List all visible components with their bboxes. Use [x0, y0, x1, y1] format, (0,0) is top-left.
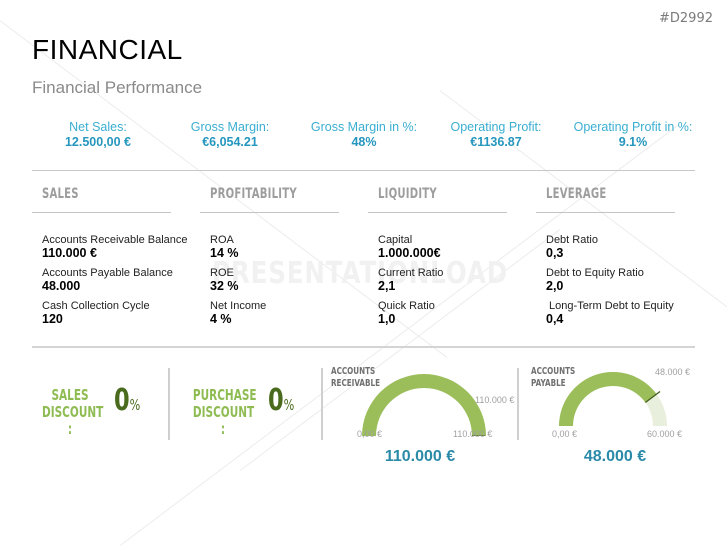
metric-label: ROE	[210, 267, 234, 279]
metric-label: Long-Term Debt to Equity	[546, 300, 674, 312]
page-title: FINANCIAL	[32, 34, 183, 65]
section-title-sales: SALES	[42, 186, 79, 202]
gauge-title-line: RECEIVABLE	[331, 378, 380, 389]
gauge-receivable-chart	[362, 374, 486, 436]
section-underline	[200, 212, 339, 213]
metric-value: 0,3	[546, 246, 564, 260]
gauge-title-line: ACCOUNTS	[331, 366, 376, 377]
metric-label: Capital	[378, 234, 413, 246]
kpi-net-sales: Net Sales: 12.500,00 €	[48, 120, 148, 150]
kpi-label: Net Sales:	[69, 120, 127, 134]
discount-number: 0	[268, 383, 284, 418]
metric-label: Debt Ratio	[546, 234, 598, 246]
metric-label: Accounts Receivable Balance	[42, 234, 188, 246]
metric-value: 48.000	[42, 279, 81, 293]
metric-value: 2,1	[378, 279, 396, 293]
kpi-value: €6,054.21	[202, 135, 258, 149]
gauge-fill-arc	[559, 372, 657, 426]
metric-value: 0,4	[546, 312, 564, 326]
gauge-receivable-title: ACCOUNTS RECEIVABLE	[331, 366, 380, 390]
kpi-label: Operating Profit:	[450, 120, 542, 134]
vertical-divider	[168, 368, 170, 440]
gauge-receivable-marker-label: 110.000 €	[475, 395, 515, 405]
vertical-divider	[321, 368, 323, 440]
metric-debt-ratio: Debt Ratio 0,3	[546, 234, 598, 260]
kpi-label: Gross Margin:	[190, 120, 270, 134]
label-line: DISCOUNT :	[192, 403, 255, 438]
metric-roe: ROE 32 %	[210, 267, 239, 293]
sales-discount-label: SALES DISCOUNT :	[42, 386, 104, 438]
metric-label: Accounts Payable Balance	[42, 267, 173, 279]
gauge-fill-arc	[362, 374, 486, 436]
kpi-label: Gross Margin in %:	[310, 120, 418, 134]
kpi-gross-margin-pct: Gross Margin in %: 48%	[303, 120, 425, 150]
purchase-discount-value: 0%	[268, 383, 294, 418]
vertical-divider	[517, 368, 519, 440]
kpi-operating-profit-pct: Operating Profit in %: 9.1%	[563, 120, 703, 150]
gauge-payable-marker-label: 48.000 €	[655, 367, 691, 377]
gauge-payable-chart	[559, 372, 667, 426]
metric-long-term-debt-to-equity: Long-Term Debt to Equity 0,4	[546, 300, 674, 326]
gauge-title-line: ACCOUNTS	[531, 366, 576, 377]
divider-bottom	[32, 346, 695, 348]
purchase-discount-label: PURCHASE DISCOUNT :	[192, 386, 257, 438]
metric-quick-ratio: Quick Ratio 1,0	[378, 300, 435, 326]
metric-value: 120	[42, 312, 63, 326]
section-title-liquidity: LIQUIDITY	[378, 186, 437, 202]
gauge-receivable-value: 110.000 €	[384, 448, 456, 465]
metric-value: 1.000.000€	[378, 246, 441, 260]
section-title-profitability: PROFITABILITY	[210, 186, 297, 202]
metric-accounts-payable: Accounts Payable Balance 48.000	[42, 267, 173, 293]
metric-label: Cash Collection Cycle	[42, 300, 150, 312]
page-subtitle: Financial Performance	[32, 78, 203, 97]
divider-top	[32, 170, 695, 171]
gauge-payable-max-label: 60.000 €	[647, 429, 683, 439]
metric-value: 32 %	[210, 279, 239, 293]
section-underline	[536, 212, 675, 213]
kpi-operating-profit: Operating Profit: €1136.87	[440, 120, 552, 150]
percent-sign: %	[283, 396, 295, 414]
gauge-title-line: PAYABLE	[531, 378, 566, 389]
metric-label: ROA	[210, 234, 234, 246]
label-line: SALES	[51, 386, 89, 404]
kpi-gross-margin: Gross Margin: €6,054.21	[175, 120, 285, 150]
metric-label: Net Income	[210, 300, 267, 312]
metric-accounts-receivable: Accounts Receivable Balance 110.000 €	[42, 234, 188, 260]
kpi-value: 12.500,00 €	[64, 135, 132, 149]
metric-label: Debt to Equity Ratio	[546, 267, 644, 279]
section-title-leverage: LEVERAGE	[546, 186, 607, 202]
label-line: PURCHASE	[192, 386, 257, 404]
metric-cash-collection-cycle: Cash Collection Cycle 120	[42, 300, 150, 326]
gauge-receivable-max-label: 110.000 €	[453, 429, 493, 439]
gauge-receivable-min-label: 0,00 €	[357, 429, 383, 439]
watermark-text: PRESENTATIONLOAD	[212, 256, 508, 291]
percent-sign: %	[129, 396, 141, 414]
kpi-label: Operating Profit in %:	[573, 120, 693, 134]
metric-value: 1,0	[378, 312, 396, 326]
kpi-value: 9.1%	[618, 135, 648, 149]
metric-current-ratio: Current Ratio 2,1	[378, 267, 443, 293]
discount-number: 0	[114, 383, 130, 418]
metric-net-income: Net Income 4 %	[210, 300, 266, 326]
section-underline	[32, 212, 171, 213]
kpi-value: €1136.87	[470, 135, 522, 149]
gauge-payable-value: 48.000 €	[583, 448, 647, 465]
metric-value: 2,0	[546, 279, 564, 293]
gauge-payable-title: ACCOUNTS PAYABLE	[531, 366, 575, 390]
section-underline	[368, 212, 507, 213]
metric-value: 4 %	[210, 312, 232, 326]
metric-value: 14 %	[210, 246, 239, 260]
metric-label: Quick Ratio	[378, 300, 435, 312]
kpi-value: 48%	[351, 135, 377, 149]
sales-discount-value: 0%	[114, 383, 140, 418]
metric-capital: Capital 1.000.000€	[378, 234, 441, 260]
label-line: DISCOUNT :	[42, 403, 104, 438]
metric-label: Current Ratio	[378, 267, 444, 279]
gauge-payable-min-label: 0,00 €	[552, 429, 578, 439]
metric-debt-to-equity: Debt to Equity Ratio 2,0	[546, 267, 644, 293]
document-id: #D2992	[659, 11, 713, 26]
gauge-needle	[645, 391, 661, 403]
metric-roa: ROA 14 %	[210, 234, 239, 260]
metric-value: 110.000 €	[42, 246, 97, 260]
